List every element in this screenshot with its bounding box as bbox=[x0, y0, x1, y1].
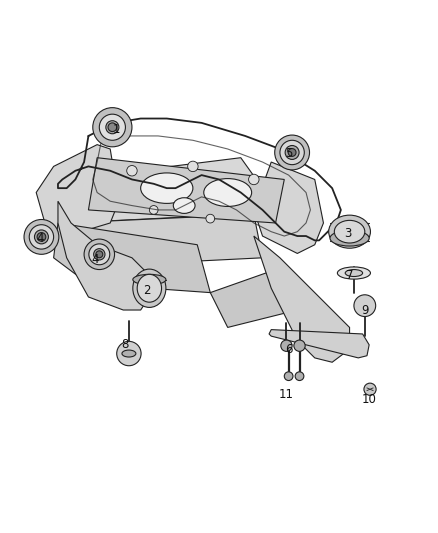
Ellipse shape bbox=[337, 267, 371, 279]
Circle shape bbox=[295, 372, 304, 381]
Text: 5: 5 bbox=[285, 147, 292, 160]
Polygon shape bbox=[210, 266, 297, 327]
Polygon shape bbox=[88, 158, 284, 223]
Circle shape bbox=[284, 372, 293, 381]
Circle shape bbox=[106, 120, 119, 134]
Circle shape bbox=[93, 108, 132, 147]
Text: 7: 7 bbox=[346, 269, 353, 282]
Polygon shape bbox=[53, 223, 210, 293]
Circle shape bbox=[94, 249, 105, 260]
Circle shape bbox=[354, 295, 376, 317]
Circle shape bbox=[127, 166, 137, 176]
Polygon shape bbox=[36, 144, 119, 236]
Circle shape bbox=[294, 340, 305, 351]
Polygon shape bbox=[53, 158, 262, 223]
Circle shape bbox=[29, 225, 53, 249]
Text: 1: 1 bbox=[113, 123, 120, 136]
Circle shape bbox=[285, 146, 299, 159]
Text: 2: 2 bbox=[143, 284, 151, 297]
Ellipse shape bbox=[122, 350, 136, 357]
Circle shape bbox=[206, 214, 215, 223]
Text: 9: 9 bbox=[361, 303, 368, 317]
Ellipse shape bbox=[345, 270, 363, 277]
Circle shape bbox=[288, 149, 296, 156]
Circle shape bbox=[37, 232, 46, 241]
Ellipse shape bbox=[137, 274, 162, 302]
Text: 8: 8 bbox=[122, 338, 129, 351]
Polygon shape bbox=[53, 214, 262, 266]
Ellipse shape bbox=[204, 179, 252, 206]
Ellipse shape bbox=[133, 274, 166, 285]
Circle shape bbox=[364, 383, 376, 395]
Circle shape bbox=[280, 140, 304, 165]
Circle shape bbox=[281, 340, 292, 351]
Text: 4: 4 bbox=[37, 232, 44, 245]
Circle shape bbox=[24, 220, 59, 254]
Circle shape bbox=[187, 161, 198, 172]
Circle shape bbox=[84, 239, 115, 270]
Text: 11: 11 bbox=[279, 389, 294, 401]
Circle shape bbox=[35, 230, 48, 244]
Text: 6: 6 bbox=[285, 343, 293, 356]
Ellipse shape bbox=[133, 269, 166, 308]
Circle shape bbox=[117, 341, 141, 366]
Ellipse shape bbox=[141, 173, 193, 204]
Polygon shape bbox=[269, 329, 369, 358]
Polygon shape bbox=[254, 162, 323, 254]
Polygon shape bbox=[58, 201, 149, 310]
Circle shape bbox=[275, 135, 310, 170]
Circle shape bbox=[89, 244, 110, 265]
Circle shape bbox=[249, 174, 259, 184]
Ellipse shape bbox=[330, 230, 369, 246]
Ellipse shape bbox=[328, 215, 371, 248]
Circle shape bbox=[96, 251, 103, 258]
Circle shape bbox=[149, 206, 158, 214]
Text: 3: 3 bbox=[344, 228, 351, 240]
Text: 10: 10 bbox=[362, 393, 377, 406]
Polygon shape bbox=[254, 236, 350, 362]
Ellipse shape bbox=[334, 220, 365, 243]
Circle shape bbox=[99, 114, 125, 140]
Ellipse shape bbox=[173, 198, 195, 213]
Circle shape bbox=[108, 123, 117, 132]
Text: 4: 4 bbox=[91, 254, 99, 266]
